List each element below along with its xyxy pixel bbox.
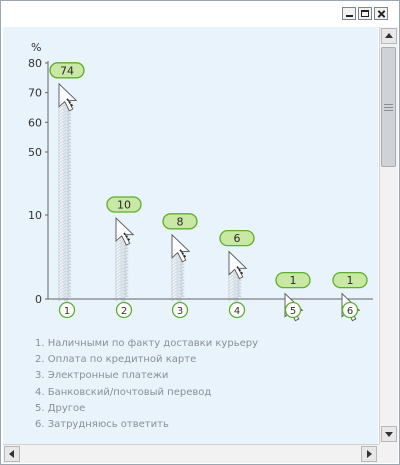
category-1: 1 <box>58 301 76 319</box>
data-label-2: 10 <box>106 196 142 213</box>
data-label-text-4: 6 <box>234 232 241 245</box>
y-tick-label-80: 80 <box>28 57 42 70</box>
y-tick-label-10: 10 <box>28 209 42 222</box>
scroll-left-button[interactable] <box>4 446 20 462</box>
legend-item-1: 1. Наличными по факту доставки курьеру <box>35 338 259 349</box>
arrow-right-icon <box>367 450 372 458</box>
minimize-icon[interactable] <box>342 7 356 20</box>
legend-item-6: 6. Затрудняюсь ответить <box>35 419 169 431</box>
category-4: 4 <box>228 301 246 319</box>
category-3: 3 <box>171 301 189 319</box>
cursor-icon-4 <box>228 250 248 280</box>
bar-chart: % 0 10 50 60 70 80 74 10 8 6 1 1 1 2 3 4 5 6 <box>28 41 373 322</box>
vertical-scrollbar[interactable] <box>379 27 398 444</box>
category-label-2: 2 <box>121 306 127 317</box>
scroll-down-button[interactable] <box>381 426 397 442</box>
cursor-icon-3 <box>171 233 191 263</box>
category-label-4: 4 <box>234 306 240 317</box>
data-label-text-3: 8 <box>177 215 184 228</box>
data-label-6: 1 <box>332 271 368 289</box>
cursor-icon-1 <box>58 82 78 112</box>
vertical-scroll-thumb[interactable] <box>381 47 396 167</box>
legend-item-2: 2. Оплата по кредитной карте <box>35 354 197 366</box>
chart-legend: 1. Наличными по факту доставки курьеру 2… <box>35 336 258 433</box>
scroll-right-button[interactable] <box>361 446 377 462</box>
title-bar <box>1 1 399 27</box>
arrow-up-icon <box>385 33 393 38</box>
category-2: 2 <box>115 301 133 319</box>
arrow-down-icon <box>385 432 393 437</box>
close-icon[interactable] <box>374 7 388 20</box>
data-label-text-5: 1 <box>290 274 297 287</box>
data-label-text-6: 1 <box>347 274 354 287</box>
category-label-1: 1 <box>64 306 70 317</box>
category-label-6: 6 <box>347 306 353 317</box>
category-5: 5 <box>284 301 302 319</box>
cursor-icon-2 <box>115 216 135 246</box>
legend-item-5: 5. Другое <box>35 402 86 414</box>
bar-1 <box>58 85 72 305</box>
y-axis-label: % <box>31 41 41 54</box>
data-label-3: 8 <box>162 213 198 230</box>
y-tick-label-50: 50 <box>28 146 42 159</box>
y-tick-label-70: 70 <box>28 87 42 100</box>
arrow-left-icon <box>9 450 14 458</box>
data-label-1: 74 <box>49 62 85 79</box>
category-label-5: 5 <box>290 306 296 317</box>
category-label-3: 3 <box>177 306 183 317</box>
legend-item-4: 4. Банковский/почтовый перевод <box>35 386 212 398</box>
y-tick-label-60: 60 <box>28 116 42 129</box>
scroll-up-button[interactable] <box>381 28 397 44</box>
y-tick-label-0: 0 <box>35 293 42 306</box>
maximize-icon[interactable] <box>358 7 372 20</box>
horizontal-scrollbar[interactable] <box>3 444 379 463</box>
data-label-4: 6 <box>219 229 255 247</box>
data-label-text-1: 74 <box>60 64 74 77</box>
legend-item-3: 3. Электронные платежи <box>35 370 169 382</box>
chart-panel: % 0 10 50 60 70 80 74 10 8 6 1 1 1 2 3 4 5 6 1. Наличным… <box>3 27 378 444</box>
data-label-text-2: 10 <box>117 199 131 212</box>
scrollbar-corner <box>379 444 398 463</box>
category-6: 6 <box>341 301 359 319</box>
data-label-5: 1 <box>275 271 311 289</box>
